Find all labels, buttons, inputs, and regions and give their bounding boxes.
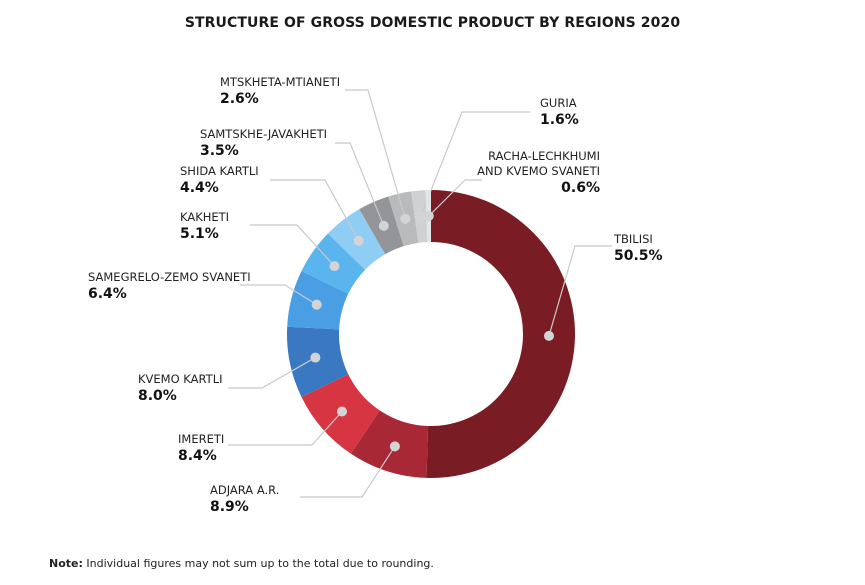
slice-label: ADJARA A.R. 8.9% — [210, 483, 279, 516]
footnote-bold: Note: — [49, 557, 83, 570]
slice-marker — [400, 213, 411, 224]
slice-value: 8.0% — [138, 388, 177, 404]
leader-line — [300, 446, 396, 498]
slice-name: RACHA-LECHKHUMI — [488, 149, 600, 163]
slice-value: 2.6% — [220, 91, 259, 107]
leader-line — [240, 284, 318, 306]
slice-tbilisi — [426, 190, 575, 478]
footnote: Note: Individual figures may not sum up … — [49, 557, 434, 570]
slice-value: 1.6% — [540, 112, 579, 128]
slice-value: 3.5% — [200, 143, 239, 159]
slice-marker — [389, 441, 400, 452]
chart-title: STRUCTURE OF GROSS DOMESTIC PRODUCT BY R… — [184, 15, 681, 31]
slice-marker — [378, 220, 389, 231]
slice-label: IMERETI 8.4% — [178, 432, 224, 465]
slice-label: KVEMO KARTLI 8.0% — [138, 372, 223, 405]
slice-name: SAMTSKHE-JAVAKHETI — [200, 127, 328, 141]
slice-name: ADJARA A.R. — [210, 483, 280, 497]
slice-marker — [310, 352, 321, 363]
leader-line — [428, 179, 482, 217]
slice-name: MTSKHETA-MTIANETI — [220, 75, 341, 89]
slice-marker — [353, 235, 364, 246]
slice-value: 8.9% — [210, 499, 249, 515]
slice-value: 50.5% — [614, 248, 663, 264]
slice-label: RACHA-LECHKHUMI AND KVEMO SVANETI 0.6% — [477, 149, 600, 197]
slice-value: 5.1% — [180, 226, 219, 242]
slice-marker — [543, 330, 554, 341]
slice-label: MTSKHETA-MTIANETI 2.6% — [220, 75, 340, 108]
slice-value: 8.4% — [178, 448, 217, 464]
slice-marker — [329, 261, 340, 272]
slice-name: IMERETI — [178, 432, 225, 446]
slice-value: 4.4% — [180, 180, 219, 196]
leader-line — [228, 357, 316, 389]
leader-line — [228, 411, 343, 446]
leader-line — [548, 245, 612, 337]
footnote-text: Individual figures may not sum up to the… — [82, 557, 434, 570]
slice-label: GURIA 1.6% — [540, 96, 579, 129]
slice-marker — [423, 211, 434, 222]
leader-line — [420, 111, 530, 217]
leader-line — [250, 224, 335, 267]
slice-label: SAMEGRELO-ZEMO SVANETI 6.4% — [88, 270, 251, 303]
slice-value: 6.4% — [88, 286, 127, 302]
slice-label: KAKHETI 5.1% — [180, 210, 229, 243]
slice-label: TBILISI 50.5% — [614, 232, 663, 265]
slice-adjara-a-r- — [350, 410, 429, 478]
slice-name: GURIA — [540, 96, 577, 110]
slice-name: KVEMO KARTLI — [138, 372, 223, 386]
slice-name: TBILISI — [614, 232, 653, 246]
slice-marker — [336, 406, 347, 417]
slice-name: AND KVEMO SVANETI — [477, 164, 600, 178]
slice-name: SAMEGRELO-ZEMO SVANETI — [88, 270, 251, 284]
slice-marker — [311, 299, 322, 310]
leader-line — [335, 142, 385, 227]
slice-value: 0.6% — [561, 180, 600, 196]
slice-label: SAMTSKHE-JAVAKHETI 3.5% — [200, 127, 327, 160]
leader-line — [270, 179, 360, 242]
slice-name: SHIDA KARTLI — [180, 164, 259, 178]
slice-marker — [415, 211, 426, 222]
leader-line — [345, 89, 406, 220]
slice-name: KAKHETI — [180, 210, 230, 224]
slice-label: SHIDA KARTLI 4.4% — [180, 164, 259, 197]
